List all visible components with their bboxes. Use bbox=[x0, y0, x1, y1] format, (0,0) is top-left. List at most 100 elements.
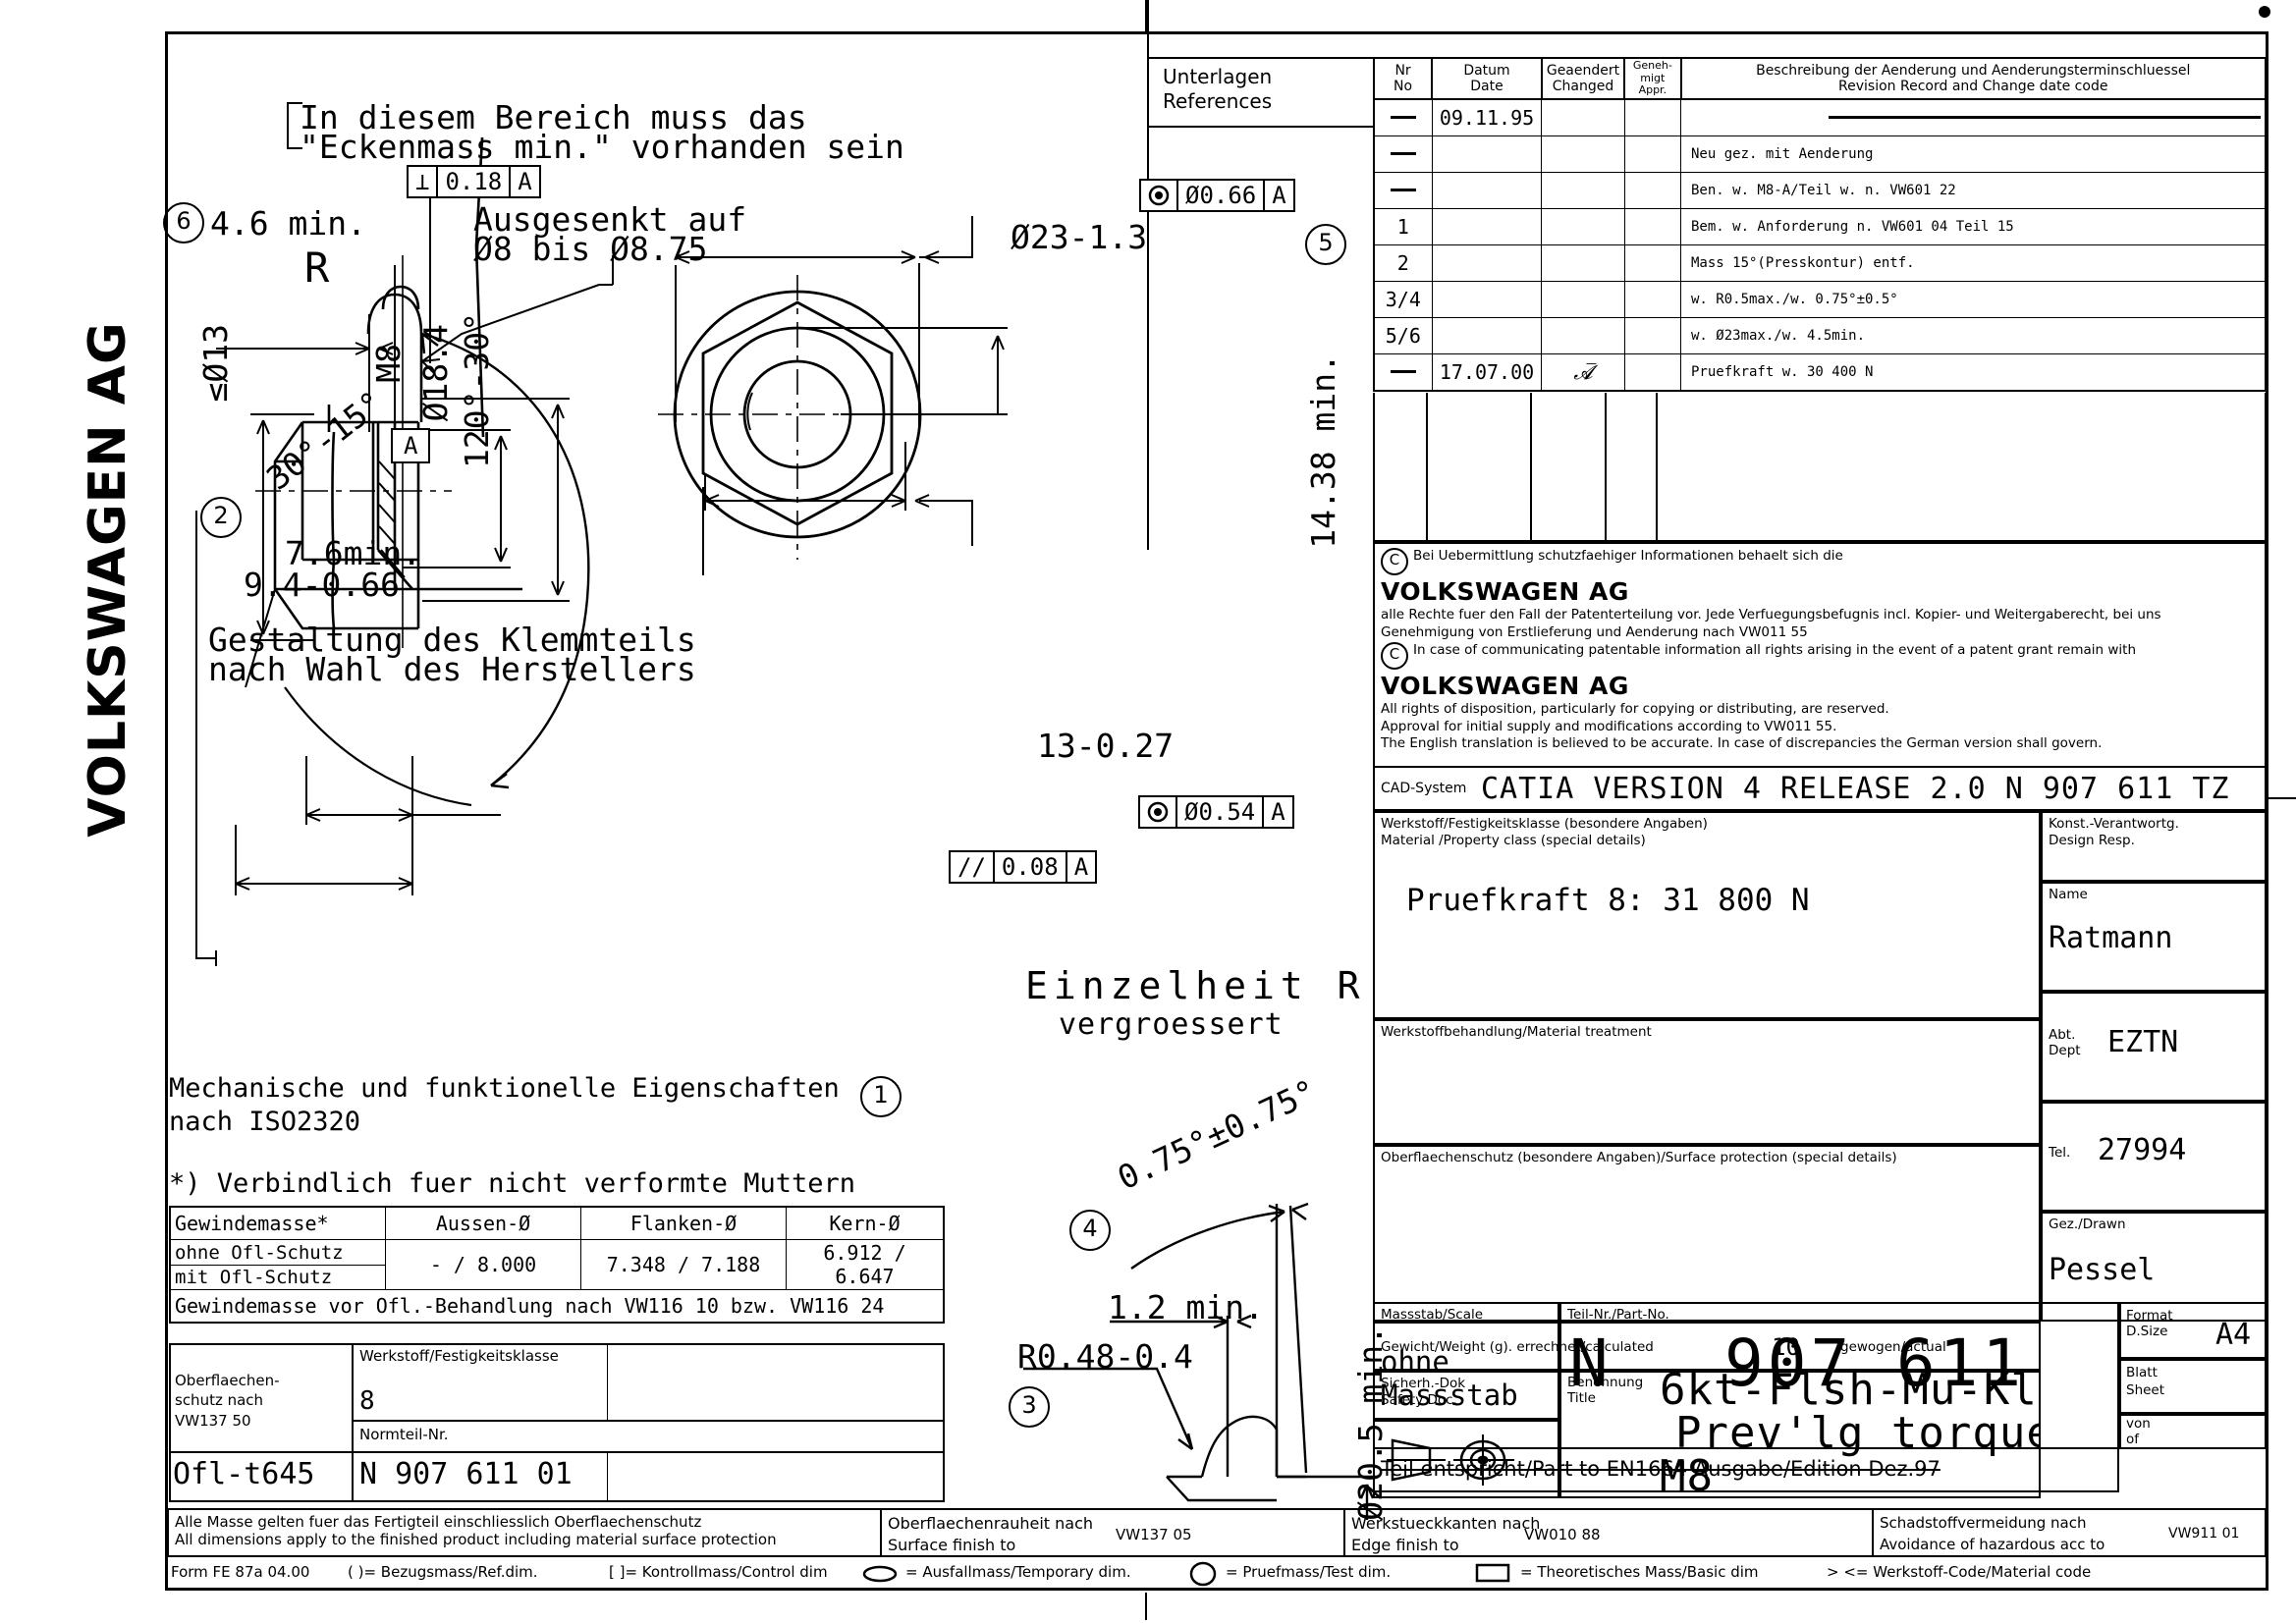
fcf-perpendicularity: ⊥ 0.18 A bbox=[407, 165, 541, 198]
dept-label-de: Abt. bbox=[2049, 1027, 2076, 1043]
copyright-company-en: VOLKSWAGEN AG bbox=[1381, 672, 1629, 701]
dept-cell: Abt. Dept EZTN bbox=[2041, 992, 2267, 1102]
corner-dot bbox=[2259, 6, 2270, 18]
rev-changed bbox=[1541, 207, 1625, 245]
tel-cell: Tel. 27994 bbox=[2041, 1102, 2267, 1212]
fcf-pos1-symbol bbox=[1141, 181, 1178, 210]
note-eckenmass-bracket bbox=[287, 102, 302, 149]
legend-strip: Form FE 87a 04.00 ( )= Bezugsmass/Ref.di… bbox=[167, 1559, 2267, 1591]
legend-item-material-code: > <= Werkstoff-Code/Material code bbox=[1827, 1563, 2092, 1581]
rev-date bbox=[1431, 243, 1543, 282]
ofl-hline-1 bbox=[352, 1420, 945, 1422]
references-label-en: References bbox=[1163, 89, 1273, 113]
name-cell: Name Ratmann bbox=[2041, 882, 2267, 992]
material-label-en: Material /Property class (special detail… bbox=[1381, 832, 1646, 848]
rev-col-appr: Geneh- migt Appr. bbox=[1623, 57, 1682, 100]
rev-changed bbox=[1541, 98, 1625, 136]
bottom-center-tick bbox=[1145, 1593, 1147, 1620]
of-cell: von of bbox=[2119, 1414, 2267, 1449]
rev-col-desc: Beschreibung der Aenderung und Aenderung… bbox=[1679, 57, 2267, 100]
rev-signature: 𝓐̅ bbox=[1541, 352, 1625, 392]
balloon-5: 5 bbox=[1305, 224, 1346, 265]
fcf-par-datum: A bbox=[1073, 853, 1089, 881]
rev-changed bbox=[1541, 171, 1625, 209]
title-block: Werkstoff/Festigkeitsklasse (besondere A… bbox=[1373, 811, 2267, 1498]
part-title-line3: M8 bbox=[1660, 1451, 1714, 1498]
standard-note-cell: Teil entspricht/Part to EN1664 Ausgabe/E… bbox=[1373, 1449, 2119, 1492]
sheet-label-de: Blatt bbox=[2126, 1365, 2158, 1380]
dim-1-2-min: 1.2 min. bbox=[1108, 1288, 1264, 1326]
thread-value-1: 7.348 / 7.188 bbox=[580, 1239, 787, 1290]
rev-vline-2 bbox=[1530, 393, 1532, 542]
balloon-2: 2 bbox=[200, 497, 242, 538]
design-resp-cell: Konst.-Verantwortg. Design Resp. bbox=[2041, 811, 2267, 882]
safety-doc-label-en: Safety Doc. bbox=[1381, 1391, 1457, 1408]
rev-vline-4 bbox=[1656, 393, 1658, 542]
dim-R0-48: R0.48-0.4 bbox=[1017, 1337, 1193, 1376]
of-label-de: von bbox=[2126, 1416, 2151, 1432]
rev-col-nr-de: Nr bbox=[1394, 62, 1411, 79]
thread-col-1: Aussen-Ø bbox=[385, 1206, 581, 1240]
dims-note-en: All dimensions apply to the finished pro… bbox=[175, 1531, 777, 1548]
test-dim-icon bbox=[1189, 1561, 1217, 1587]
partno-value: 907 611 bbox=[1724, 1325, 2026, 1401]
mechanical-notes: Mechanische und funktionelle Eigenschaft… bbox=[169, 1072, 945, 1199]
rev-appr bbox=[1623, 135, 1682, 173]
rev-col-changed: Geaendert Changed bbox=[1540, 57, 1626, 100]
table-row: Neu gez. mit Aenderung bbox=[1373, 135, 2267, 173]
edge-finish-de: Werkstueckkanten nach bbox=[1351, 1514, 1541, 1533]
fcf-par-tolerance: 0.08 bbox=[995, 852, 1067, 882]
treatment-cell: Werkstoffbehandlung/Material treatment bbox=[1373, 1019, 2041, 1145]
fcf-position-1: Ø0.66 A bbox=[1139, 179, 1295, 212]
dim-4-6-min: 4.6 min. bbox=[210, 204, 366, 243]
legend-item-temporary: = Ausfallmass/Temporary dim. bbox=[905, 1563, 1131, 1581]
treatment-label: Werkstoffbehandlung/Material treatment bbox=[1381, 1024, 1652, 1040]
thread-row-labels: ohne Ofl-Schutz mit Ofl-Schutz bbox=[169, 1239, 386, 1290]
copyright-line-en: C In case of communicating patentable inf… bbox=[1381, 642, 2259, 671]
copyright-en-1: All rights of disposition, particularly … bbox=[1381, 701, 1889, 718]
dim-M8: M8 bbox=[369, 344, 408, 383]
detail-title: Einzelheit R bbox=[1025, 964, 1366, 1007]
mech-note-line2: nach ISO2320 bbox=[169, 1106, 361, 1137]
company-logo-vertical: VOLKSWAGEN AG bbox=[79, 321, 137, 838]
thread-value-0: - / 8.000 bbox=[385, 1239, 581, 1290]
dept-value: EZTN bbox=[2107, 1025, 2179, 1059]
fcf-pos1-datum: A bbox=[1272, 182, 1286, 209]
rev-appr bbox=[1623, 316, 1682, 354]
mech-note-line1: Mechanische und funktionelle Eigenschaft… bbox=[169, 1073, 840, 1104]
table-row: 5/6 w. Ø23max./w. 4.5min. bbox=[1373, 316, 2267, 354]
rev-col-changed-en: Changed bbox=[1552, 78, 1614, 94]
material-cell: Werkstoff/Festigkeitsklasse (besondere A… bbox=[1373, 811, 2041, 1019]
format-label-en: D.Size bbox=[2126, 1324, 2168, 1339]
note-klemmteil-line1: Gestaltung des Klemmteils bbox=[208, 621, 696, 659]
ofl-material-class-value: 8 bbox=[359, 1386, 375, 1416]
weight-actual-label: gewogen/actual bbox=[1840, 1339, 1946, 1355]
rev-desc: Pruefkraft w. 30 400 N bbox=[1680, 352, 2267, 392]
ofl-vline bbox=[352, 1343, 354, 1502]
mech-note-star: *) Verbindlich fuer nicht verformte Mutt… bbox=[169, 1167, 855, 1199]
right-center-tick bbox=[2267, 797, 2296, 799]
thread-col-3: Kern-Ø bbox=[786, 1206, 945, 1240]
rev-nr: 5/6 bbox=[1373, 316, 1433, 354]
dim-9-4: 9.4-0.66 bbox=[244, 566, 400, 604]
tel-value: 27994 bbox=[2098, 1133, 2187, 1167]
note-eckenmass-line2: "Eckenmass min." vorhanden sein bbox=[300, 128, 904, 166]
scale-label: Massstab/Scale bbox=[1381, 1307, 1484, 1323]
rev-date bbox=[1431, 316, 1543, 354]
surface-finish-std: VW137 05 bbox=[1116, 1526, 1192, 1543]
references-divider bbox=[1147, 128, 1149, 550]
ofl-vline-4 bbox=[607, 1453, 608, 1502]
copyright-text-de: Bei Uebermittlung schutzfaehiger Informa… bbox=[1413, 548, 1843, 564]
ofl-surface-label: Oberflaechen- schutz nach VW137 50 bbox=[175, 1371, 280, 1431]
table-row: 1 Bem. w. Anforderung n. VW601 04 Teil 1… bbox=[1373, 207, 2267, 245]
hazard-de: Schadstoffvermeidung nach bbox=[1880, 1514, 2087, 1532]
fcf-par-symbol: // bbox=[951, 852, 995, 882]
ofl-norm-label: Normteil-Nr. bbox=[359, 1426, 449, 1443]
legend-form: Form FE 87a 04.00 bbox=[171, 1563, 310, 1581]
rev-vline-1 bbox=[1426, 393, 1428, 542]
references-top-rule bbox=[1147, 0, 1149, 57]
dims-note-de: Alle Masse gelten fuer das Fertigteil ei… bbox=[175, 1513, 702, 1531]
copyright-icon: C bbox=[1381, 548, 1408, 575]
thread-col-0: Gewindemasse* bbox=[169, 1206, 386, 1240]
detail-letter-R: R bbox=[304, 243, 330, 292]
